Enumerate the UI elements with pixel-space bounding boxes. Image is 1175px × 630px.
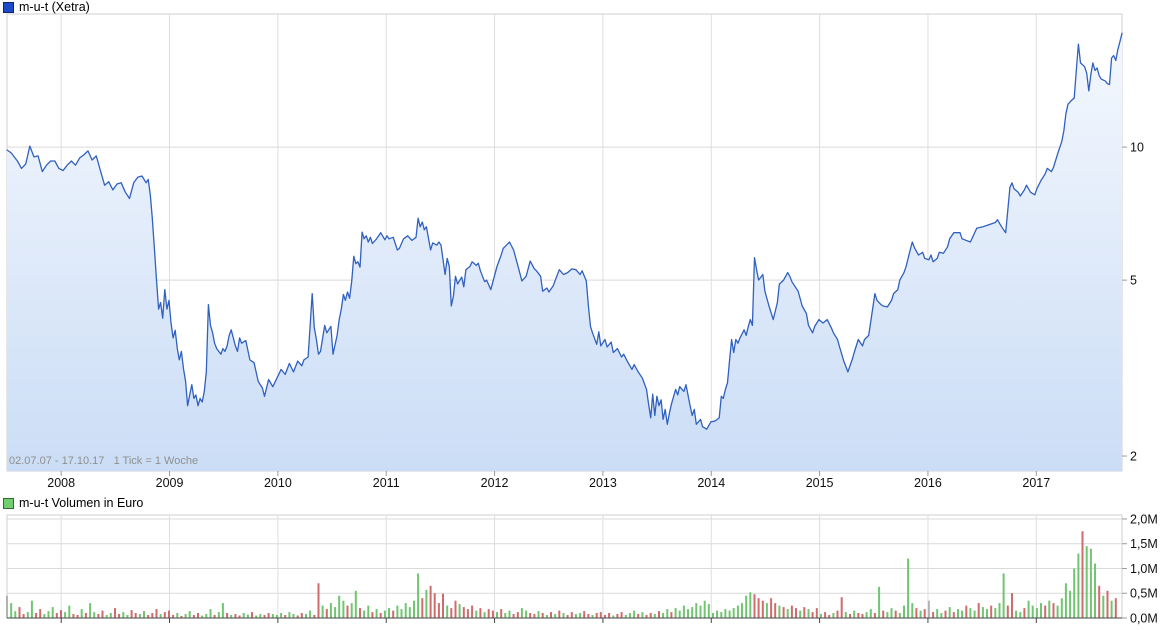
year-label: 2013 (589, 476, 617, 490)
volume-plot-frame[interactable] (6, 514, 1123, 619)
year-label: 2011 (373, 476, 400, 490)
price-ytick-label: 10 (1130, 141, 1144, 155)
axis-labels: 10 5 2 2,0M 1,5M 1,0M 0,5M 0,0M 2008 2009 2010 2011… (47, 141, 1158, 626)
volume-ytick-label: 0,0M (1130, 612, 1158, 626)
volume-legend-swatch-icon (3, 497, 14, 509)
year-label: 2010 (264, 476, 292, 490)
year-label: 2008 (47, 476, 75, 490)
year-label: 2009 (156, 476, 184, 490)
price-ytick-label: 5 (1130, 274, 1137, 288)
year-label: 2017 (1022, 476, 1050, 490)
volume-ytick-label: 1,5M (1130, 537, 1158, 551)
price-ytick-label: 2 (1130, 450, 1137, 464)
volume-ytick-label: 2,0M (1130, 512, 1158, 526)
volume-legend: m-u-t Volumen in Euro (3, 497, 143, 509)
date-range-info: 02.07.07 - 17.10.17 1 Tick = 1 Woche (9, 455, 199, 467)
year-label: 2016 (914, 476, 942, 490)
price-line-series (6, 32, 1123, 430)
gridlines (7, 14, 1122, 618)
year-label: 2015 (806, 476, 834, 490)
price-legend: m-u-t (Xetra) (3, 1, 90, 13)
volume-ytick-label: 1,0M (1130, 562, 1158, 576)
price-area-fill (7, 33, 1122, 471)
volume-ytick-label: 0,5M (1130, 587, 1158, 601)
price-legend-label: m-u-t (Xetra) (19, 0, 90, 14)
volume-legend-label: m-u-t Volumen in Euro (19, 496, 144, 510)
volume-bars (6, 531, 1117, 619)
price-legend-swatch-icon (3, 1, 14, 13)
year-label: 2012 (481, 476, 509, 490)
year-label: 2014 (697, 476, 725, 490)
